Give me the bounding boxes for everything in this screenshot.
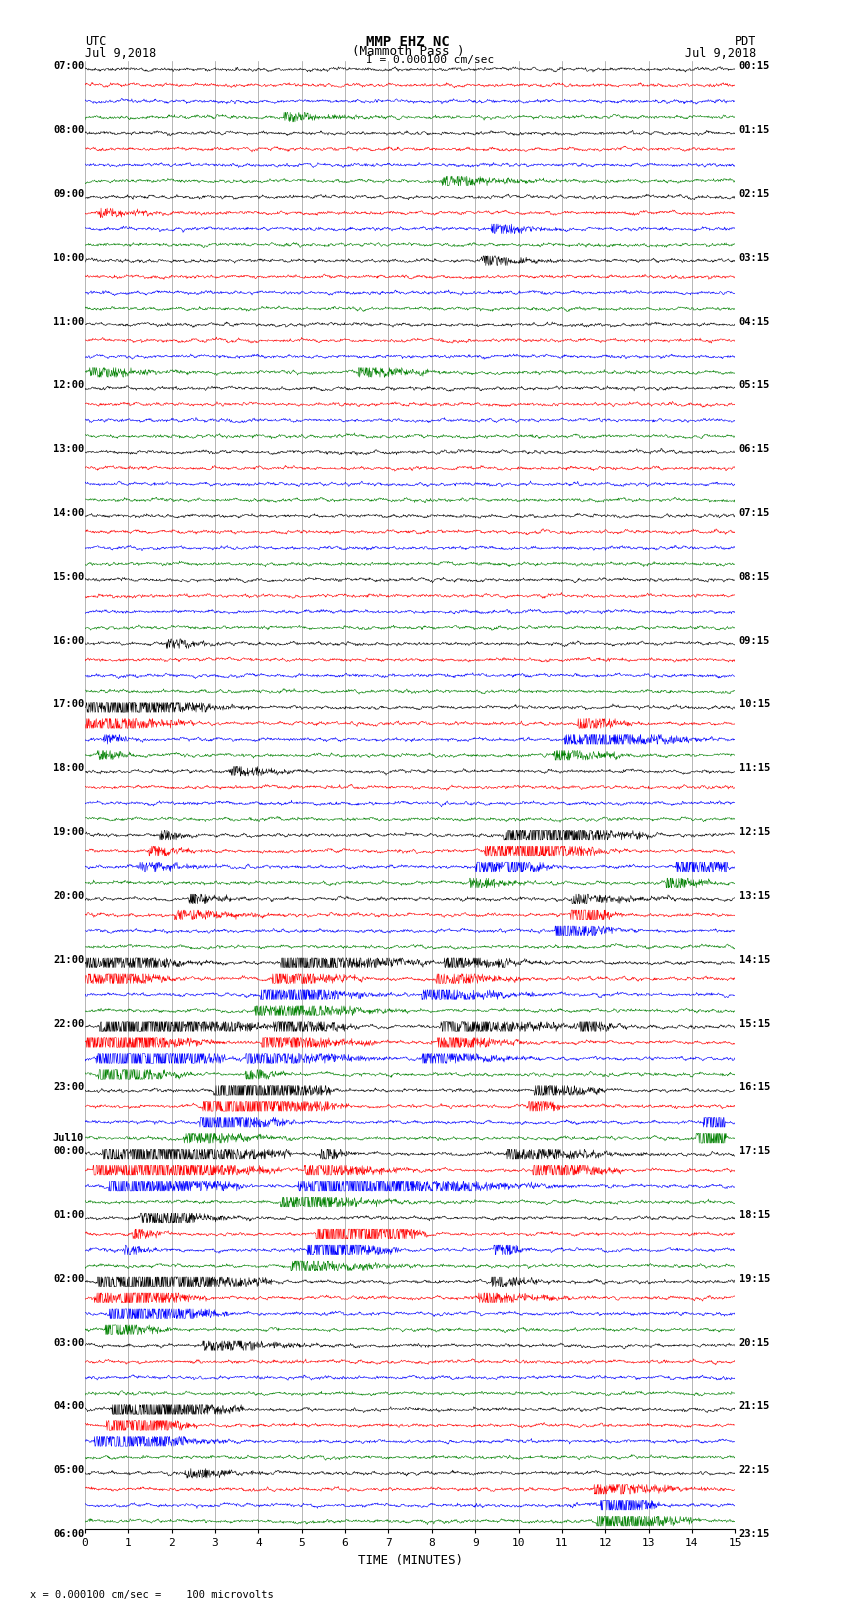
Text: 09:15: 09:15 <box>739 636 770 645</box>
Text: 16:15: 16:15 <box>739 1082 770 1092</box>
Text: 19:15: 19:15 <box>739 1274 770 1284</box>
Text: MMP EHZ NC: MMP EHZ NC <box>366 35 450 50</box>
Text: 23:00: 23:00 <box>53 1082 84 1092</box>
Text: 15:00: 15:00 <box>53 573 84 582</box>
Text: 03:15: 03:15 <box>739 253 770 263</box>
Text: 05:00: 05:00 <box>53 1465 84 1476</box>
Text: 17:15: 17:15 <box>739 1147 770 1157</box>
Text: 12:00: 12:00 <box>53 381 84 390</box>
Text: 05:15: 05:15 <box>739 381 770 390</box>
Text: 04:00: 04:00 <box>53 1402 84 1411</box>
Text: 11:00: 11:00 <box>53 316 84 326</box>
Text: 04:15: 04:15 <box>739 316 770 326</box>
Text: 08:00: 08:00 <box>53 126 84 135</box>
Text: Jul10: Jul10 <box>53 1134 84 1144</box>
Text: 13:00: 13:00 <box>53 444 84 455</box>
X-axis label: TIME (MINUTES): TIME (MINUTES) <box>358 1553 462 1566</box>
Text: 02:15: 02:15 <box>739 189 770 198</box>
Text: 15:15: 15:15 <box>739 1018 770 1029</box>
Text: 11:15: 11:15 <box>739 763 770 773</box>
Text: 06:00: 06:00 <box>53 1529 84 1539</box>
Text: PDT: PDT <box>735 35 756 48</box>
Text: 21:00: 21:00 <box>53 955 84 965</box>
Text: 08:15: 08:15 <box>739 573 770 582</box>
Text: (Mammoth Pass ): (Mammoth Pass ) <box>352 45 464 58</box>
Text: 01:15: 01:15 <box>739 126 770 135</box>
Text: 01:00: 01:00 <box>53 1210 84 1219</box>
Text: 09:00: 09:00 <box>53 189 84 198</box>
Text: 23:15: 23:15 <box>739 1529 770 1539</box>
Text: Jul 9,2018: Jul 9,2018 <box>685 47 756 60</box>
Text: 14:00: 14:00 <box>53 508 84 518</box>
Text: 21:15: 21:15 <box>739 1402 770 1411</box>
Text: 22:00: 22:00 <box>53 1018 84 1029</box>
Text: 18:15: 18:15 <box>739 1210 770 1219</box>
Text: 07:00: 07:00 <box>53 61 84 71</box>
Text: Jul 9,2018: Jul 9,2018 <box>85 47 156 60</box>
Text: 03:00: 03:00 <box>53 1337 84 1348</box>
Text: 07:15: 07:15 <box>739 508 770 518</box>
Text: UTC: UTC <box>85 35 106 48</box>
Text: 00:15: 00:15 <box>739 61 770 71</box>
Text: 20:00: 20:00 <box>53 890 84 902</box>
Text: 22:15: 22:15 <box>739 1465 770 1476</box>
Text: 10:15: 10:15 <box>739 700 770 710</box>
Text: 12:15: 12:15 <box>739 827 770 837</box>
Text: 13:15: 13:15 <box>739 890 770 902</box>
Text: 14:15: 14:15 <box>739 955 770 965</box>
Text: 06:15: 06:15 <box>739 444 770 455</box>
Text: 17:00: 17:00 <box>53 700 84 710</box>
Text: 16:00: 16:00 <box>53 636 84 645</box>
Text: x = 0.000100 cm/sec =    100 microvolts: x = 0.000100 cm/sec = 100 microvolts <box>30 1590 274 1600</box>
Text: 19:00: 19:00 <box>53 827 84 837</box>
Text: 10:00: 10:00 <box>53 253 84 263</box>
Text: 20:15: 20:15 <box>739 1337 770 1348</box>
Text: I = 0.000100 cm/sec: I = 0.000100 cm/sec <box>366 55 494 65</box>
Text: 00:00: 00:00 <box>53 1147 84 1157</box>
Text: 02:00: 02:00 <box>53 1274 84 1284</box>
Text: 18:00: 18:00 <box>53 763 84 773</box>
